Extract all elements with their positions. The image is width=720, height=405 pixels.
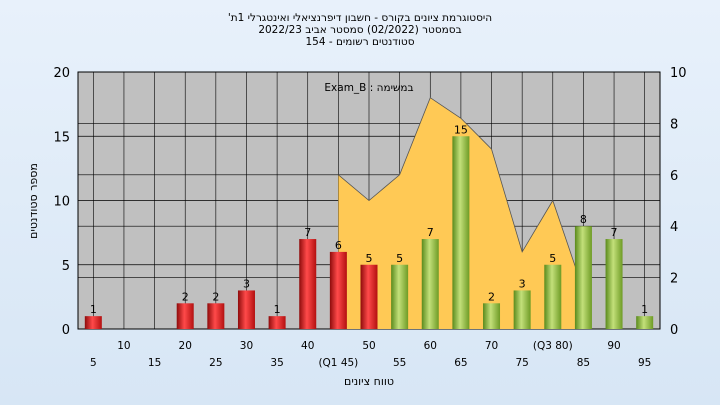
x-tick-label: 50: [362, 340, 375, 352]
x-tick-label: 65: [454, 357, 467, 369]
bar-value-label: 1: [90, 303, 97, 316]
y-tick-label: 15: [53, 130, 70, 145]
bar: [513, 290, 531, 329]
bar: [636, 316, 654, 329]
bar-value-label: 1: [641, 303, 648, 316]
bar-value-label: 2: [488, 290, 495, 303]
y2-tick-label: 8: [670, 117, 678, 132]
x-tick-label: 15: [148, 357, 161, 369]
y2-tick-label: 10: [670, 66, 687, 81]
bar-value-label: 1: [274, 303, 281, 316]
bar: [84, 316, 102, 329]
chart-title-line-3: סטודנטים רשומים - 154: [305, 36, 415, 48]
y-tick-label: 5: [62, 259, 70, 274]
bar-value-label: 5: [549, 252, 556, 265]
bar: [605, 239, 623, 329]
bar: [391, 264, 409, 329]
bar: [268, 316, 286, 329]
x-tick-label: 35: [270, 357, 283, 369]
x-tick-label: 55: [393, 357, 406, 369]
bar-value-label: 15: [454, 123, 468, 136]
bar-value-label: 8: [580, 213, 587, 226]
chart-title-line-1: 'היסטוגרמת ציונים בקורס - חשבון דיפרנציא…: [227, 12, 493, 24]
bar: [421, 239, 439, 329]
x-tick-label: 20: [179, 340, 192, 352]
bar-value-label: 2: [182, 290, 189, 303]
x-axis-title: טווח ציונים: [344, 375, 394, 388]
bar-value-label: 2: [212, 290, 219, 303]
x-tick-label: (Q1 45): [318, 357, 358, 369]
x-tick-label: 25: [209, 357, 222, 369]
bar-value-label: 5: [366, 252, 373, 265]
legend-label: Exam_B : במשימה: [324, 82, 413, 94]
y-axis-title: מספר סטודנטים: [27, 163, 40, 239]
bar: [544, 264, 562, 329]
bar-value-label: 7: [427, 226, 434, 239]
y-tick-label: 0: [62, 323, 70, 338]
x-tick-label: (Q3 80): [533, 340, 573, 352]
x-tick-label: 90: [607, 340, 620, 352]
x-tick-label: 30: [240, 340, 253, 352]
x-tick-label: 5: [90, 357, 97, 369]
bar-value-label: 6: [335, 239, 342, 252]
bar: [176, 303, 194, 329]
x-tick-label: 75: [515, 357, 528, 369]
x-tick-label: 95: [638, 357, 651, 369]
bar: [329, 251, 347, 329]
bar-value-label: 7: [304, 226, 311, 239]
y-tick-label: 20: [53, 66, 70, 81]
bar-value-label: 7: [611, 226, 618, 239]
bar-value-label: 3: [519, 277, 526, 290]
bar: [574, 226, 592, 329]
x-tick-label: 60: [424, 340, 437, 352]
bar-value-label: 5: [396, 252, 403, 265]
bar-value-label: 3: [243, 277, 250, 290]
bar: [483, 303, 501, 329]
y2-tick-label: 6: [670, 169, 678, 184]
bar: [452, 136, 470, 329]
bar: [207, 303, 225, 329]
y2-tick-label: 0: [670, 323, 678, 338]
area-series-outline: [338, 97, 584, 291]
chart-title-line-2: בסמסטר (02/2022) סמסטר אביב 2022/23: [258, 24, 462, 36]
y2-tick-label: 4: [670, 220, 678, 235]
x-tick-label: 85: [577, 357, 590, 369]
x-tick-label: 70: [485, 340, 498, 352]
y-tick-label: 10: [53, 195, 70, 210]
bar: [237, 290, 255, 329]
x-tick-label: 10: [117, 340, 130, 352]
x-tick-label: 40: [301, 340, 314, 352]
y2-tick-label: 2: [670, 272, 678, 287]
bar: [360, 264, 378, 329]
bar: [299, 239, 317, 329]
